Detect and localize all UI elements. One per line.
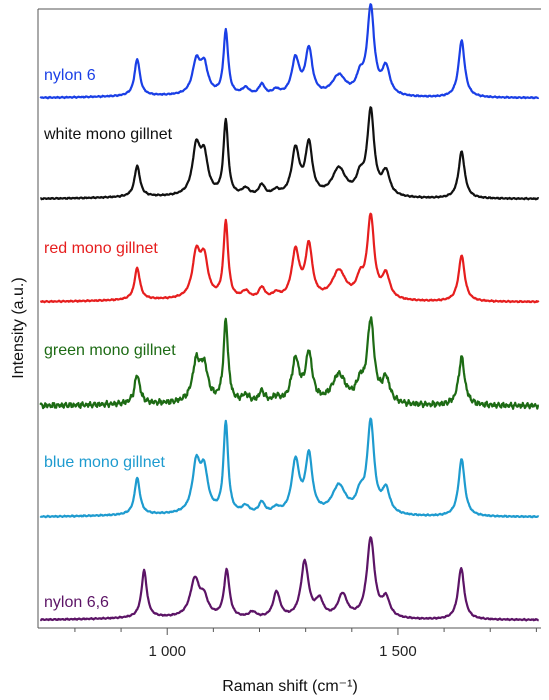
series-label-3: green mono gillnet — [44, 342, 176, 359]
x-tick-label: 1 500 — [379, 643, 417, 660]
x-axis-ticks: 1 000 1 500 — [74, 628, 537, 660]
series-label-2: red mono gillnet — [44, 240, 158, 257]
spectrum-line-3 — [39, 316, 540, 410]
spectrum-line-2 — [39, 212, 540, 304]
series-label-1: white mono gillnet — [43, 126, 173, 143]
plot-frame — [37, 8, 541, 629]
series-labels: nylon 6 white mono gillnet red mono gillne… — [43, 67, 176, 611]
spectrum-line-5 — [39, 536, 540, 622]
spectrum-line-1 — [39, 106, 540, 201]
series-label-5: nylon 6,6 — [44, 594, 109, 611]
series-label-0: nylon 6 — [44, 67, 96, 84]
series-label-4: blue mono gillnet — [44, 454, 166, 471]
x-axis-label: Raman shift (cm⁻¹) — [222, 678, 358, 695]
y-axis-label: Intensity (a.u.) — [10, 277, 27, 378]
x-tick-label: 1 000 — [148, 643, 186, 660]
spectrum-line-0 — [39, 3, 540, 100]
spectra-traces — [39, 3, 540, 622]
spectrum-line-4 — [39, 417, 540, 519]
